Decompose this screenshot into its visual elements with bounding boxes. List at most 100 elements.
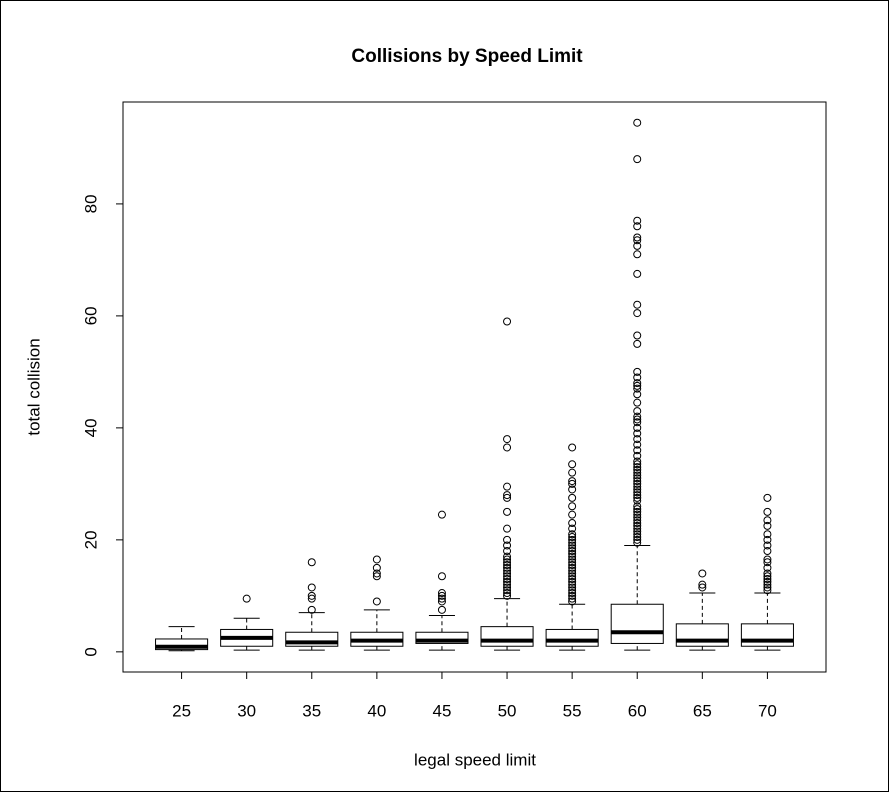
outlier [633, 457, 642, 466]
box [480, 626, 534, 647]
outlier [372, 555, 381, 564]
outlier [568, 541, 577, 550]
x-tick-label: 25 [172, 701, 191, 720]
outlier [437, 597, 446, 606]
outlier [372, 569, 381, 578]
outlier [633, 118, 642, 127]
outlier [633, 216, 642, 225]
outlier [633, 451, 642, 460]
outlier [503, 563, 512, 572]
outlier [633, 250, 642, 259]
outlier [633, 429, 642, 438]
outlier [503, 524, 512, 533]
outlier [633, 474, 642, 483]
outlier [437, 605, 446, 614]
outlier [503, 541, 512, 550]
outlier [568, 586, 577, 595]
outlier [633, 527, 642, 536]
outlier [633, 513, 642, 522]
outlier [568, 485, 577, 494]
outlier [633, 384, 642, 393]
outlier [633, 423, 642, 432]
outlier [437, 589, 446, 598]
outlier [568, 510, 577, 519]
outlier [633, 521, 642, 530]
x-tick-label: 70 [758, 701, 777, 720]
outlier [763, 541, 772, 550]
outlier [568, 561, 577, 570]
outlier [568, 583, 577, 592]
outlier [503, 566, 512, 575]
outlier [503, 493, 512, 502]
outlier [633, 516, 642, 525]
outlier [568, 530, 577, 539]
outlier [503, 572, 512, 581]
outlier [568, 443, 577, 452]
outlier [633, 373, 642, 382]
outlier [503, 575, 512, 584]
outlier [307, 558, 316, 567]
outlier [372, 597, 381, 606]
x-tick-label: 55 [563, 701, 582, 720]
outlier [437, 594, 446, 603]
outlier [568, 558, 577, 567]
outlier [633, 398, 642, 407]
outlier [307, 591, 316, 600]
outlier [633, 510, 642, 519]
outlier [633, 465, 642, 474]
outlier [633, 460, 642, 469]
outlier [633, 477, 642, 486]
outlier [633, 535, 642, 544]
outlier [763, 558, 772, 567]
box [415, 631, 469, 644]
outlier [633, 479, 642, 488]
outlier [698, 569, 707, 578]
outlier [437, 591, 446, 600]
outlier [503, 317, 512, 326]
x-axis-label: legal speed limit [414, 750, 536, 769]
x-tick-label: 50 [498, 701, 517, 720]
outlier [633, 468, 642, 477]
x-tick-label: 30 [237, 701, 256, 720]
outlier [633, 491, 642, 500]
outlier [633, 446, 642, 455]
y-tick-label: 40 [81, 418, 100, 437]
outlier [633, 485, 642, 494]
outlier [437, 510, 446, 519]
outlier [568, 572, 577, 581]
outlier [568, 533, 577, 542]
outlier [503, 443, 512, 452]
x-tick-label: 45 [432, 701, 451, 720]
outlier [437, 572, 446, 581]
outlier [763, 580, 772, 589]
outlier [503, 491, 512, 500]
outlier [503, 569, 512, 578]
box [545, 628, 599, 647]
outlier [633, 493, 642, 502]
outlier [763, 555, 772, 564]
outlier [503, 558, 512, 567]
outlier [503, 482, 512, 491]
outlier [633, 412, 642, 421]
outlier [568, 519, 577, 528]
outlier [633, 533, 642, 542]
outlier [763, 577, 772, 586]
outlier [763, 563, 772, 572]
outlier [633, 381, 642, 390]
plot-border [122, 101, 827, 673]
outlier [568, 460, 577, 469]
outlier [568, 535, 577, 544]
outlier [633, 331, 642, 340]
outlier [633, 524, 642, 533]
y-tick-label: 20 [81, 530, 100, 549]
outlier [633, 471, 642, 480]
outlier [633, 233, 642, 242]
box [740, 623, 794, 647]
outlier [763, 507, 772, 516]
outlier [633, 418, 642, 427]
outlier [633, 507, 642, 516]
outlier [763, 535, 772, 544]
